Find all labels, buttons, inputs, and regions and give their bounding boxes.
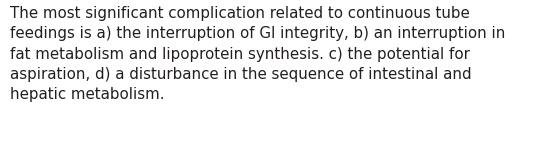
Text: The most significant complication related to continuous tube
feedings is a) the : The most significant complication relate… (10, 6, 506, 102)
